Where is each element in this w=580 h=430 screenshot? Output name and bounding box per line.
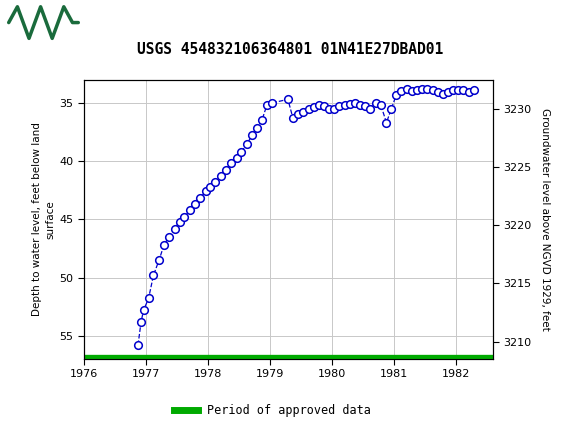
Y-axis label: Depth to water level, feet below land
surface: Depth to water level, feet below land su…	[32, 123, 56, 316]
Legend: Period of approved data: Period of approved data	[169, 399, 376, 422]
Y-axis label: Groundwater level above NGVD 1929, feet: Groundwater level above NGVD 1929, feet	[540, 108, 550, 331]
FancyBboxPatch shape	[6, 3, 81, 42]
Text: USGS 454832106364801 01N41E27DBAD01: USGS 454832106364801 01N41E27DBAD01	[137, 42, 443, 57]
Text: USGS: USGS	[99, 12, 167, 33]
